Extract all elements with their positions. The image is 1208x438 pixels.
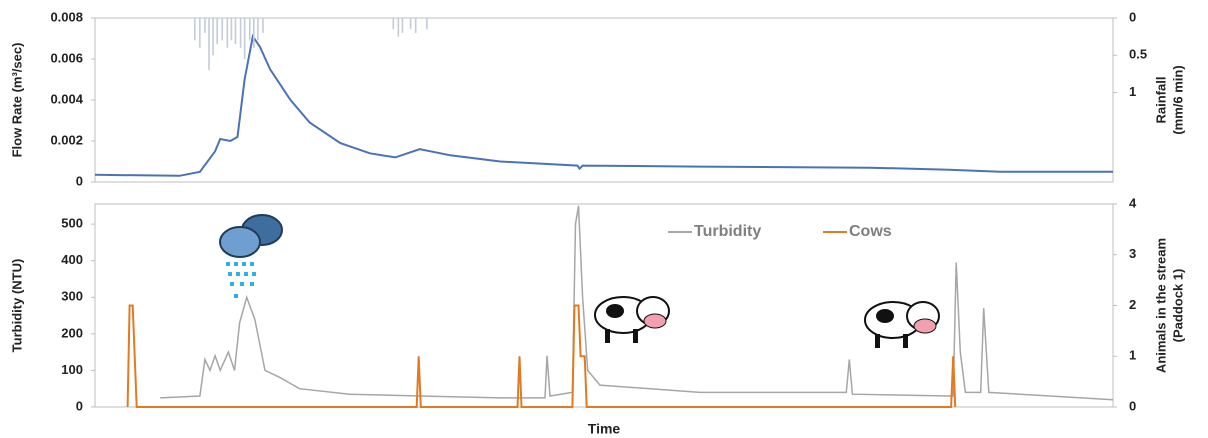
y-tick-label: 0.002 bbox=[50, 132, 83, 147]
chart: 0 0.002 0.004 0.006 0.008 0 0.5 1 Flow Rate (m³/… bbox=[0, 0, 1208, 438]
y2-tick-label: 3 bbox=[1129, 246, 1136, 261]
rain-bar bbox=[227, 18, 229, 48]
rain-bar bbox=[231, 18, 233, 40]
cow-icon bbox=[865, 302, 939, 348]
rain-bar bbox=[204, 18, 206, 33]
y2-axis-label: Rainfall bbox=[1153, 77, 1168, 124]
rain-bar bbox=[208, 18, 210, 70]
rain-bar bbox=[216, 18, 218, 44]
y-tick-label: 500 bbox=[61, 216, 83, 231]
y2-tick-label: 0 bbox=[1129, 398, 1136, 413]
y-tick-label: 0.008 bbox=[50, 9, 83, 24]
rain-bar bbox=[194, 18, 196, 40]
y2-tick-label: 1 bbox=[1129, 348, 1136, 363]
rain-cloud-icon bbox=[220, 215, 282, 298]
top-panel-frame bbox=[95, 18, 1113, 182]
rain-bar bbox=[235, 18, 237, 44]
y-tick-label: 200 bbox=[61, 325, 83, 340]
rain-bar bbox=[240, 18, 242, 48]
y-tick-label: 0 bbox=[76, 173, 83, 188]
y-tick-label: 0 bbox=[76, 398, 83, 413]
rain-bar bbox=[426, 18, 428, 29]
y2-tick-label: 0 bbox=[1129, 9, 1136, 24]
rain-bar bbox=[221, 18, 223, 40]
y2-tick-label: 1 bbox=[1129, 84, 1136, 99]
cow-icon bbox=[595, 297, 669, 343]
rain-bar bbox=[262, 18, 264, 33]
rain-bar bbox=[244, 18, 246, 59]
y2-tick-label: 4 bbox=[1129, 195, 1137, 210]
y-axis-label: Flow Rate (m³/sec) bbox=[9, 43, 24, 158]
y-tick-label: 400 bbox=[61, 252, 83, 267]
rain-bar bbox=[199, 18, 201, 48]
rain-bar bbox=[253, 18, 255, 48]
y2-axis-label: (Paddock 1) bbox=[1170, 269, 1185, 343]
series-line bbox=[95, 36, 1113, 175]
y2-tick-label: 2 bbox=[1129, 297, 1136, 312]
rain-bar bbox=[249, 18, 251, 40]
rain-bar bbox=[402, 18, 404, 33]
rain-bar bbox=[257, 18, 259, 40]
rain-bar bbox=[410, 18, 412, 29]
y2-tick-label: 0.5 bbox=[1129, 47, 1147, 62]
legend-label: Cows bbox=[849, 223, 892, 240]
rain-bar bbox=[415, 18, 417, 33]
rain-bar bbox=[398, 18, 400, 37]
y-tick-label: 300 bbox=[61, 289, 83, 304]
y-tick-label: 0.004 bbox=[50, 91, 83, 106]
rain-bar bbox=[212, 18, 214, 55]
rain-bar bbox=[392, 18, 394, 29]
y-tick-label: 0.006 bbox=[50, 50, 83, 65]
y2-axis-label: Animals in the stream bbox=[1153, 238, 1168, 373]
legend-label: Turbidity bbox=[694, 223, 761, 240]
y-tick-label: 100 bbox=[61, 362, 83, 377]
y-axis-label: Turbidity (NTU) bbox=[9, 259, 24, 353]
y2-axis-label: (mm/6 min) bbox=[1170, 65, 1185, 134]
x-axis-label: Time bbox=[588, 421, 621, 437]
